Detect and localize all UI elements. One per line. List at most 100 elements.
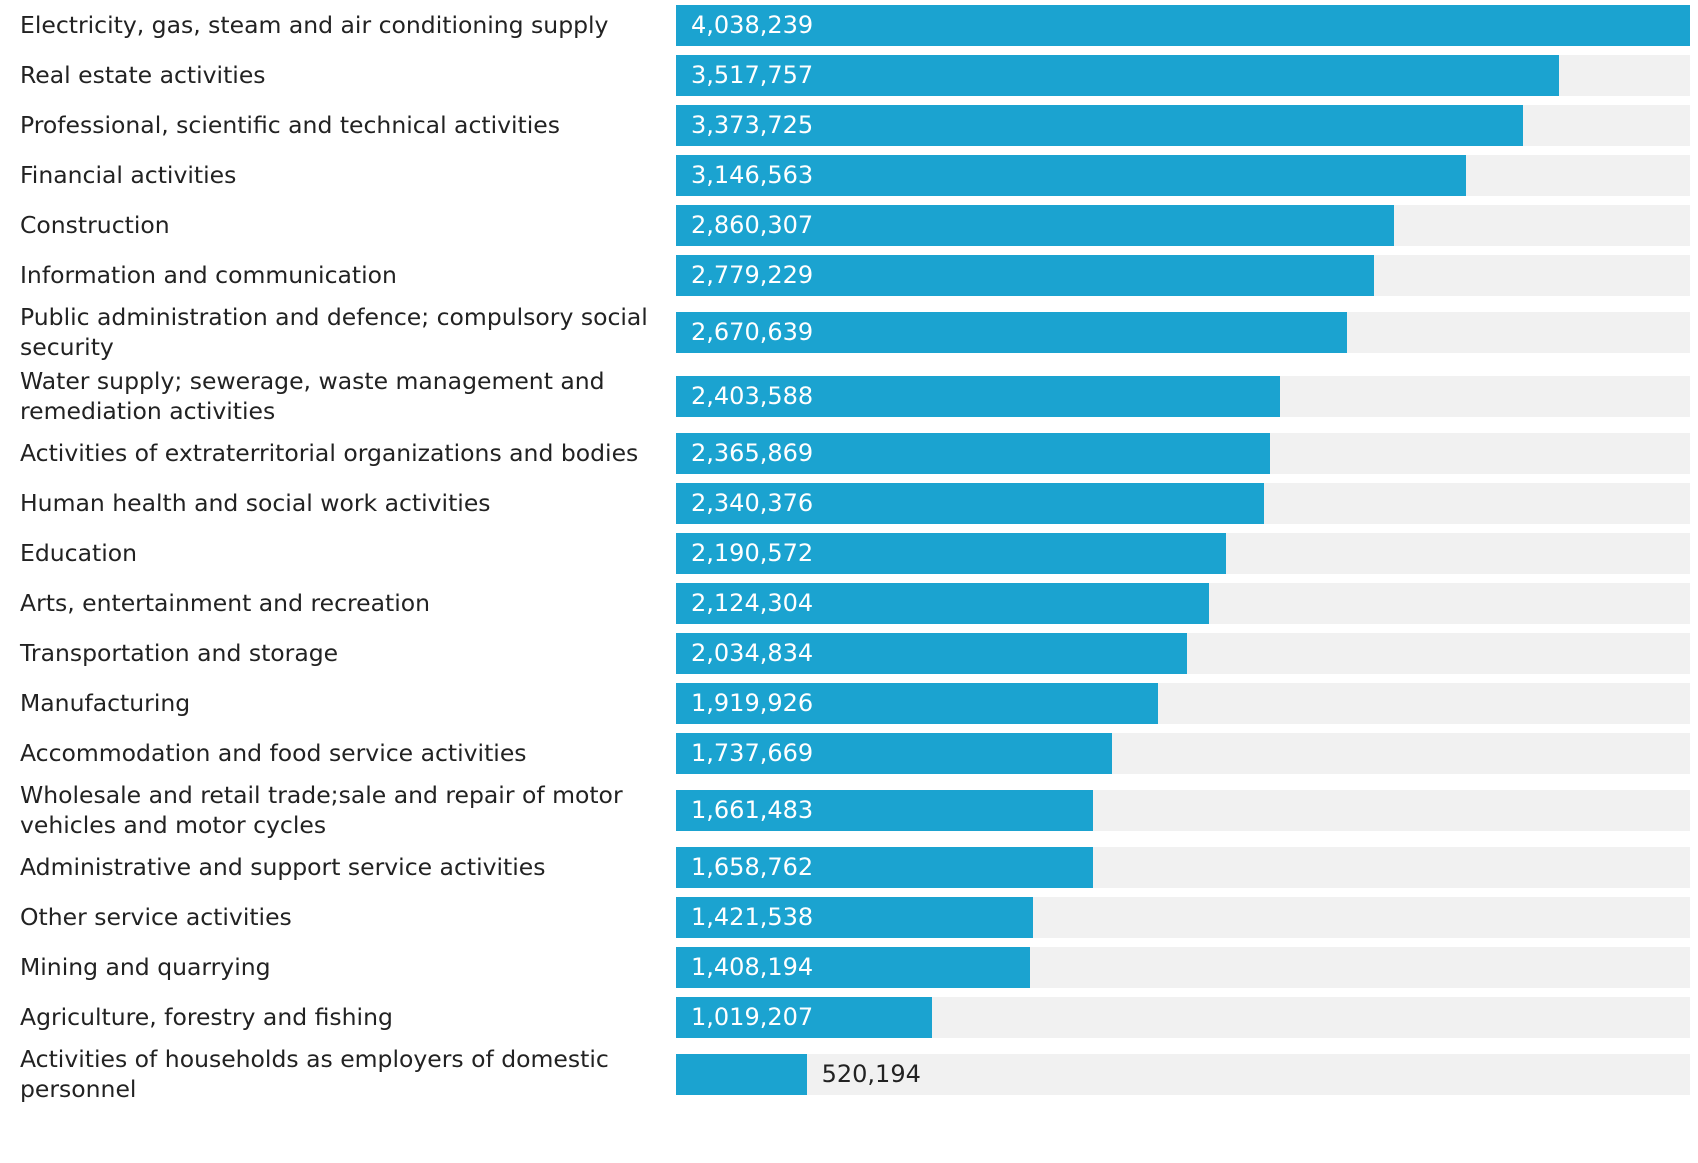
- value-label: 2,860,307: [691, 210, 814, 239]
- bar-track: 1,658,762: [676, 846, 1690, 888]
- category-label: Education: [20, 539, 137, 567]
- value-label: 3,146,563: [691, 160, 814, 189]
- bar-row: Information and communication 2,779,229: [0, 250, 1698, 300]
- bar: [676, 789, 1094, 831]
- bar: [676, 532, 1227, 574]
- bar: [676, 375, 1280, 417]
- bar: [676, 104, 1524, 146]
- value-label: 4,038,239: [691, 10, 814, 39]
- bar-row: Agriculture, forestry and fishing 1,019,2…: [0, 992, 1698, 1042]
- bar-row: Transportation and storage 2,034,834: [0, 628, 1698, 678]
- category-label: Activities of extraterritorial organizat…: [20, 439, 639, 467]
- bar: [676, 896, 1033, 938]
- category-label: Mining and quarrying: [20, 953, 271, 981]
- bar-track: 2,779,229: [676, 254, 1690, 296]
- bar-track: 1,737,669: [676, 732, 1690, 774]
- bar-row: Real estate activities 3,517,757: [0, 50, 1698, 100]
- bar: [676, 582, 1210, 624]
- bar-row: Mining and quarrying 1,408,194: [0, 942, 1698, 992]
- bar-track: 2,403,588: [676, 375, 1690, 417]
- bar-row: Human health and social work activities 2…: [0, 478, 1698, 528]
- bar: [676, 54, 1560, 96]
- bar-row: Administrative and support service activ…: [0, 842, 1698, 892]
- bar-track: 4,038,239: [676, 4, 1690, 46]
- bar: [676, 4, 1690, 46]
- bar-row: Activities of extraterritorial organizat…: [0, 428, 1698, 478]
- category-label: Manufacturing: [20, 689, 191, 717]
- bar-row: Activities of households as employers of…: [0, 1042, 1698, 1106]
- bar-row: Accommodation and food service activitie…: [0, 728, 1698, 778]
- bar-track: 3,517,757: [676, 54, 1690, 96]
- bar-track: 3,146,563: [676, 154, 1690, 196]
- category-label: Human health and social work activities: [20, 489, 491, 517]
- category-label: Public administration and defence; compu…: [20, 303, 648, 361]
- bar-row: Professional, scientific and technical a…: [0, 100, 1698, 150]
- bar-track: 1,019,207: [676, 996, 1690, 1038]
- bar-track: 2,124,304: [676, 582, 1690, 624]
- bar: [676, 946, 1030, 988]
- value-label: 2,190,572: [691, 538, 814, 567]
- bar: [676, 1053, 807, 1095]
- value-label: 1,019,207: [691, 1002, 814, 1031]
- bar: [676, 154, 1467, 196]
- bar-row: Public administration and defence; compu…: [0, 300, 1698, 364]
- value-label: 1,658,762: [691, 852, 814, 881]
- category-label: Administrative and support service activ…: [20, 853, 546, 881]
- bar: [676, 732, 1113, 774]
- category-label: Construction: [20, 211, 170, 239]
- bar: [676, 682, 1159, 724]
- bar-row: Water supply; sewerage, waste management…: [0, 364, 1698, 428]
- value-label: 2,124,304: [691, 588, 814, 617]
- value-label: 1,919,926: [691, 688, 814, 717]
- bar-track: 3,373,725: [676, 104, 1690, 146]
- bar-track: 2,340,376: [676, 482, 1690, 524]
- bar: [676, 254, 1374, 296]
- category-label: Financial activities: [20, 161, 237, 189]
- bar-row: Wholesale and retail trade;sale and repa…: [0, 778, 1698, 842]
- bar-track: 2,860,307: [676, 204, 1690, 246]
- bar: [676, 632, 1187, 674]
- value-label: 2,779,229: [691, 260, 814, 289]
- bar-track: 2,670,639: [676, 311, 1690, 353]
- value-label: 2,340,376: [691, 488, 814, 517]
- bar-track: 1,919,926: [676, 682, 1690, 724]
- category-label: Other service activities: [20, 903, 292, 931]
- bar: [676, 311, 1347, 353]
- bar-track: 2,034,834: [676, 632, 1690, 674]
- category-label: Accommodation and food service activitie…: [20, 739, 527, 767]
- bar: [676, 204, 1395, 246]
- bar-row: Education 2,190,572: [0, 528, 1698, 578]
- bar: [676, 846, 1093, 888]
- category-label: Arts, entertainment and recreation: [20, 589, 431, 617]
- value-label: 520,194: [821, 1059, 921, 1088]
- value-label: 1,421,538: [691, 902, 814, 931]
- bar-track: 1,661,483: [676, 789, 1690, 831]
- bar-row: Financial activities 3,146,563: [0, 150, 1698, 200]
- bar: [676, 996, 932, 1038]
- bar-track: 520,194: [676, 1053, 1690, 1095]
- category-label: Real estate activities: [20, 61, 266, 89]
- value-label: 1,737,669: [691, 738, 814, 767]
- value-label: 2,670,639: [691, 317, 814, 346]
- value-label: 2,403,588: [691, 381, 814, 410]
- bar-row: Construction 2,860,307: [0, 200, 1698, 250]
- category-label: Professional, scientific and technical a…: [20, 111, 561, 139]
- category-label: Activities of households as employers of…: [20, 1045, 609, 1103]
- bar-track: 1,408,194: [676, 946, 1690, 988]
- category-label: Agriculture, forestry and fishing: [20, 1003, 393, 1031]
- bar-track: 2,365,869: [676, 432, 1690, 474]
- bar-row: Arts, entertainment and recreation 2,124,…: [0, 578, 1698, 628]
- category-label: Transportation and storage: [20, 639, 339, 667]
- value-label: 1,661,483: [691, 795, 814, 824]
- category-label: Electricity, gas, steam and air conditio…: [20, 11, 609, 39]
- value-label: 1,408,194: [691, 952, 814, 981]
- category-label: Water supply; sewerage, waste management…: [20, 367, 605, 425]
- bar-row: Other service activities 1,421,538: [0, 892, 1698, 942]
- value-label: 3,517,757: [691, 60, 814, 89]
- bar: [676, 482, 1264, 524]
- bar: [676, 432, 1271, 474]
- bar-track: 2,190,572: [676, 532, 1690, 574]
- bar-row: Electricity, gas, steam and air conditio…: [0, 0, 1698, 50]
- value-label: 3,373,725: [691, 110, 814, 139]
